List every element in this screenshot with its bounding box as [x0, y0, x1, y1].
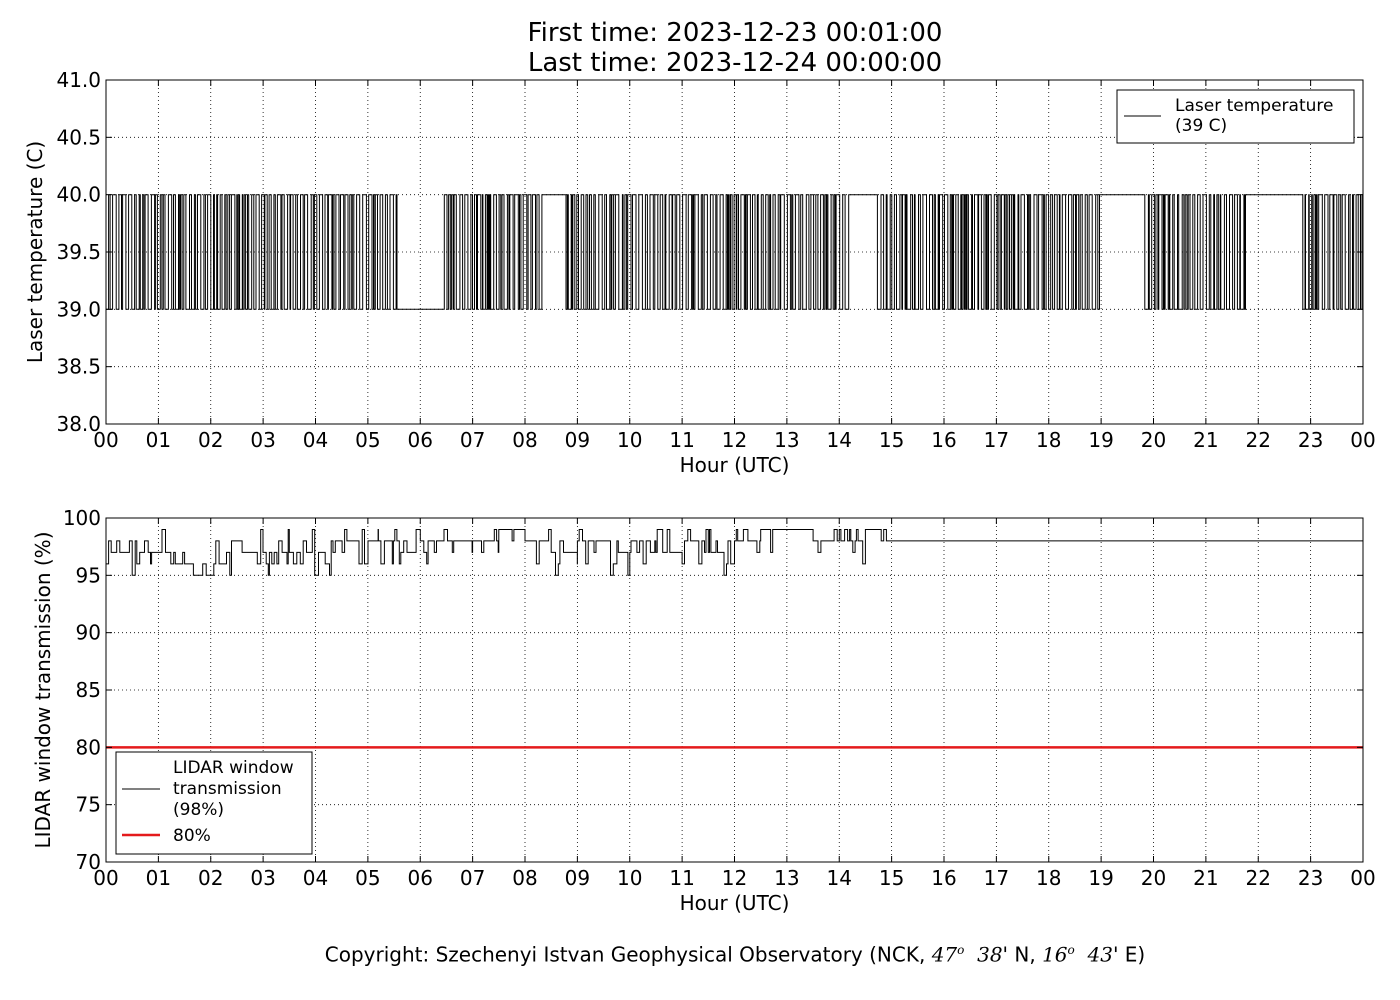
footer-lon-suffix: ' E) [1112, 942, 1146, 967]
x-tick-label: 17 [984, 428, 1009, 452]
x-tick-label: 05 [355, 866, 380, 890]
x-tick-label: 20 [1141, 866, 1166, 890]
x-tick-label: 16 [931, 866, 956, 890]
x-tick-label: 21 [1193, 866, 1218, 890]
x-tick-label: 03 [250, 428, 275, 452]
x-tick-label: 12 [722, 866, 747, 890]
y-tick-label: 85 [76, 678, 101, 702]
x-tick-label: 10 [617, 866, 642, 890]
chart-title-last-time: Last time: 2023-12-24 00:00:00 [527, 48, 943, 78]
series-line-laser-temperature [106, 194, 1364, 310]
x-tick-label: 09 [565, 428, 590, 452]
y-axis-label: LIDAR window transmission (%) [31, 532, 55, 849]
y-tick-label: 39.0 [56, 297, 101, 321]
footer-lat-deg: 47 [931, 942, 958, 967]
x-tick-label: 13 [774, 428, 799, 452]
x-tick-label: 23 [1298, 428, 1323, 452]
y-tick-label: 38.5 [56, 355, 101, 379]
x-tick-label: 18 [1036, 866, 1061, 890]
x-tick-label: 21 [1193, 428, 1218, 452]
x-tick-label: 06 [408, 428, 433, 452]
y-tick-label: 38.0 [56, 412, 101, 436]
chart-panel-2: 00 01 02 03 04 05 06 07 08 09 10 11 12 13 14 15 16 17 18 19… [31, 506, 1376, 915]
y-tick-label: 41.0 [56, 68, 101, 92]
x-tick-label: 01 [146, 428, 171, 452]
x-tick-label: 22 [1246, 866, 1271, 890]
legend-label: LIDAR window [173, 758, 294, 778]
footer-lat-suffix: ' N, [1002, 942, 1043, 967]
x-tick-label: 20 [1141, 428, 1166, 452]
footer-prefix: Copyright: Szechenyi Istvan Geophysical … [324, 942, 932, 967]
x-tick-label: 14 [827, 866, 852, 890]
chart-title-first-time: First time: 2023-12-23 00:01:00 [527, 18, 943, 48]
x-tick-label: 07 [460, 866, 485, 890]
x-tick-label: 00 [1350, 428, 1375, 452]
chart-panel-1: 00 01 02 03 04 05 06 07 08 09 10 11 12 13 14 15 16 17 18 19… [23, 68, 1376, 477]
x-tick-label: 15 [879, 866, 904, 890]
y-tick-label: 40.0 [56, 183, 101, 207]
x-tick-label: 12 [722, 428, 747, 452]
footer-lon-min: 43 [1087, 942, 1113, 967]
footer-lon-degree-mark: o [1067, 943, 1075, 957]
y-tick-label: 90 [76, 621, 101, 645]
x-axis-label: Hour (UTC) [680, 453, 790, 477]
x-tick-label: 11 [669, 428, 694, 452]
x-tick-label: 04 [303, 866, 328, 890]
x-tick-label: 19 [1088, 866, 1113, 890]
footer-lon-deg: 16 [1042, 942, 1068, 967]
footer-lat-degree-mark: o [957, 943, 965, 957]
x-tick-label: 18 [1036, 428, 1061, 452]
x-tick-label: 17 [984, 866, 1009, 890]
x-tick-label: 14 [827, 428, 852, 452]
legend-label: transmission [173, 779, 282, 799]
legend-label: (39 C) [1175, 116, 1227, 136]
x-tick-label: 00 [1350, 866, 1375, 890]
legend-box [115, 751, 313, 855]
x-tick-label: 03 [250, 866, 275, 890]
y-tick-label: 75 [76, 793, 101, 817]
legend-label: Laser temperature [1175, 96, 1333, 116]
x-tick-label: 04 [303, 428, 328, 452]
x-tick-label: 19 [1088, 428, 1113, 452]
y-tick-label: 39.5 [56, 240, 101, 264]
y-axis-label: Laser temperature (C) [23, 141, 47, 363]
x-tick-label: 08 [512, 428, 537, 452]
x-tick-label: 06 [408, 866, 433, 890]
legend: Laser temperature(39 C) [1116, 89, 1355, 144]
x-axis-label: Hour (UTC) [680, 891, 790, 915]
y-tick-label: 80 [76, 735, 101, 759]
x-tick-label: 07 [460, 428, 485, 452]
x-tick-label: 15 [879, 428, 904, 452]
series-line-lidar-transmission [105, 529, 1363, 576]
x-tick-label: 16 [931, 428, 956, 452]
legend-label: 80% [173, 826, 211, 846]
legend-label: (98%) [173, 800, 224, 820]
x-tick-label: 02 [198, 866, 223, 890]
x-tick-label: 01 [146, 866, 171, 890]
y-tick-label: 40.5 [56, 125, 101, 149]
x-tick-label: 11 [669, 866, 694, 890]
copyright-footer: Copyright: Szechenyi Istvan Geophysical … [0, 937, 1400, 968]
footer-lat-min: 38 [977, 942, 1003, 967]
x-tick-label: 08 [512, 866, 537, 890]
x-tick-label: 00 [93, 428, 118, 452]
x-tick-label: 00 [93, 866, 118, 890]
x-tick-label: 05 [355, 428, 380, 452]
x-tick-label: 09 [565, 866, 590, 890]
y-tick-label: 100 [63, 506, 101, 530]
x-tick-label: 22 [1246, 428, 1271, 452]
y-tick-label: 95 [76, 563, 101, 587]
x-tick-label: 23 [1298, 866, 1323, 890]
x-tick-label: 13 [774, 866, 799, 890]
y-tick-label: 70 [76, 850, 101, 874]
x-tick-label: 02 [198, 428, 223, 452]
x-tick-label: 10 [617, 428, 642, 452]
